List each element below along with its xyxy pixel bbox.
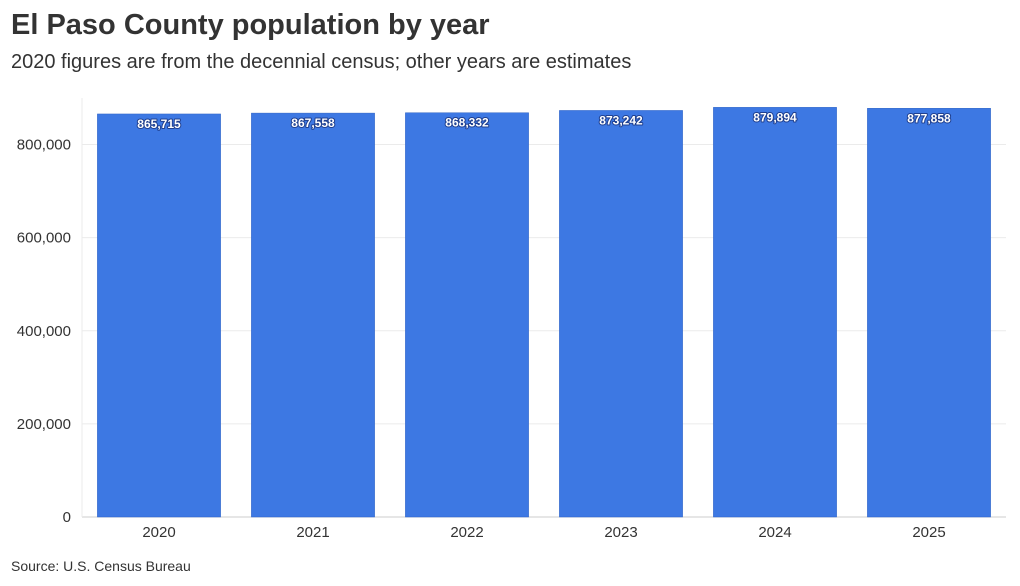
bar [251,112,375,518]
bar-value-label: 877,858 [907,111,951,125]
x-tick-label: 2024 [758,524,791,541]
y-tick-label: 800,000 [17,137,71,154]
bar-value-label: 879,894 [753,110,797,124]
x-tick-label: 2020 [142,524,175,541]
y-tick-label: 200,000 [17,416,71,433]
bar-value-labels: 865,715 867,558 868,332 873,242 879,894 877,8… [136,109,952,132]
bar [405,112,529,518]
bar-value-label: 873,242 [599,113,643,127]
chart-title: El Paso County population by year [11,9,490,41]
y-tick-label: 0 [63,509,71,526]
x-axis-tick-labels: 2020 2021 2022 2023 2024 2025 [142,524,945,541]
bar [97,113,221,518]
bar-value-label: 865,715 [137,117,181,131]
source-note: Source: U.S. Census Bureau [11,558,191,574]
bar [559,110,683,518]
y-axis-tick-labels: 0 200,000 400,000 600,000 800,000 [17,137,71,526]
bar [713,107,837,518]
bar-value-label: 867,558 [291,116,335,130]
bar [867,108,991,518]
x-tick-label: 2025 [912,524,945,541]
x-tick-label: 2022 [450,524,483,541]
x-tick-label: 2021 [296,524,329,541]
bar-chart: 0 200,000 400,000 600,000 800,000 865,715 867… [17,98,1006,541]
chart-subtitle: 2020 figures are from the decennial cens… [11,51,632,73]
bar-value-label: 868,332 [445,116,489,130]
gridlines [81,98,1006,518]
y-tick-label: 400,000 [17,323,71,340]
bars [97,107,991,518]
x-tick-label: 2023 [604,524,637,541]
y-tick-label: 600,000 [17,230,71,247]
